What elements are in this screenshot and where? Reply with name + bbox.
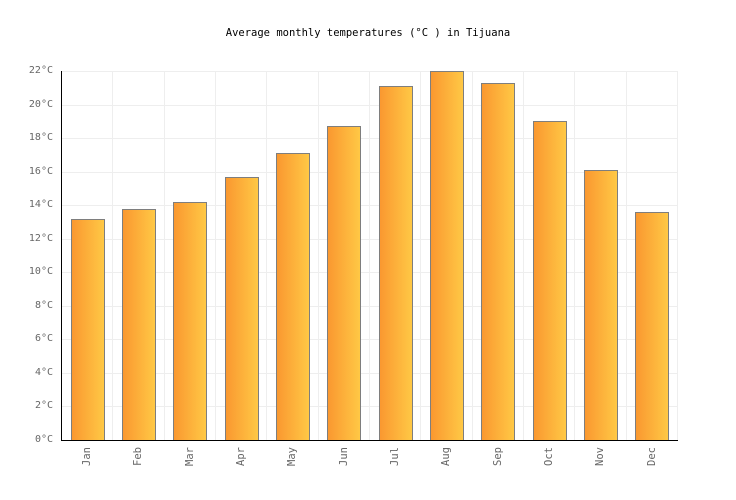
- gridline-vertical: [318, 71, 319, 440]
- x-tick-label-text: May: [285, 447, 298, 466]
- bar-jun: [327, 126, 361, 440]
- bar-sep: [481, 83, 515, 440]
- gridline-vertical: [266, 71, 267, 440]
- x-tick-label-text: Jun: [337, 447, 350, 466]
- y-tick-label: 22°C: [28, 65, 53, 76]
- x-tick-label-aug: Aug: [420, 447, 471, 493]
- x-tick-label-text: Jul: [388, 447, 401, 466]
- gridline-horizontal: [62, 406, 678, 407]
- x-tick-label-text: Mar: [183, 447, 196, 466]
- x-tick-label-may: May: [266, 447, 317, 493]
- y-tick-label: 2°C: [34, 400, 53, 411]
- x-tick-label-text: Oct: [542, 447, 555, 466]
- x-tick-label-text: Aug: [439, 447, 452, 466]
- gridline-vertical: [472, 71, 473, 440]
- gridline-vertical: [369, 71, 370, 440]
- gridline-horizontal: [62, 138, 678, 139]
- x-tick-label-oct: Oct: [523, 447, 574, 493]
- y-tick-label: 20°C: [28, 99, 53, 110]
- x-tick-label-jun: Jun: [318, 447, 369, 493]
- x-tick-label-apr: Apr: [215, 447, 266, 493]
- y-tick-label: 8°C: [34, 300, 53, 311]
- bar-mar: [173, 202, 207, 440]
- x-tick-label-text: Dec: [645, 447, 658, 466]
- gridline-vertical: [164, 71, 165, 440]
- gridline-vertical: [626, 71, 627, 440]
- gridline-vertical: [112, 71, 113, 440]
- bar-nov: [584, 170, 618, 440]
- x-tick-label-jan: Jan: [61, 447, 112, 493]
- bar-jan: [71, 219, 105, 440]
- y-tick-label: 14°C: [28, 199, 53, 210]
- gridline-horizontal: [62, 306, 678, 307]
- gridline-horizontal: [62, 339, 678, 340]
- gridline-vertical: [215, 71, 216, 440]
- x-tick-label-dec: Dec: [626, 447, 677, 493]
- y-tick-label: 6°C: [34, 333, 53, 344]
- bar-oct: [533, 121, 567, 440]
- bar-feb: [122, 209, 156, 440]
- plot-area: [61, 71, 678, 441]
- y-tick-label: 10°C: [28, 266, 53, 277]
- gridline-horizontal: [62, 205, 678, 206]
- x-tick-label-nov: Nov: [574, 447, 625, 493]
- gridline-horizontal: [62, 272, 678, 273]
- bar-jul: [379, 86, 413, 440]
- gridline-vertical: [677, 71, 678, 440]
- x-tick-label-text: Feb: [131, 447, 144, 466]
- x-tick-label-text: Nov: [593, 447, 606, 466]
- gridline-horizontal: [62, 239, 678, 240]
- bar-dec: [635, 212, 669, 440]
- x-tick-label-mar: Mar: [164, 447, 215, 493]
- gridline-vertical: [523, 71, 524, 440]
- x-tick-label-feb: Feb: [112, 447, 163, 493]
- y-tick-label: 0°C: [34, 434, 53, 445]
- gridline-vertical: [574, 71, 575, 440]
- gridline-horizontal: [62, 71, 678, 72]
- x-tick-label-text: Sep: [491, 447, 504, 466]
- chart-title: Average monthly temperatures (°C ) in Ti…: [225, 27, 511, 39]
- y-tick-label: 4°C: [34, 367, 53, 378]
- bar-apr: [225, 177, 259, 440]
- gridline-horizontal: [62, 105, 678, 106]
- gridline-horizontal: [62, 172, 678, 173]
- y-tick-label: 18°C: [28, 132, 53, 143]
- y-tick-label: 12°C: [28, 233, 53, 244]
- x-tick-label-jul: Jul: [369, 447, 420, 493]
- x-tick-label-sep: Sep: [472, 447, 523, 493]
- x-tick-label-text: Jan: [80, 447, 93, 466]
- y-tick-label: 16°C: [28, 166, 53, 177]
- gridline-vertical: [420, 71, 421, 440]
- gridline-horizontal: [62, 373, 678, 374]
- x-tick-label-text: Apr: [234, 447, 247, 466]
- bar-aug: [430, 71, 464, 440]
- bar-may: [276, 153, 310, 440]
